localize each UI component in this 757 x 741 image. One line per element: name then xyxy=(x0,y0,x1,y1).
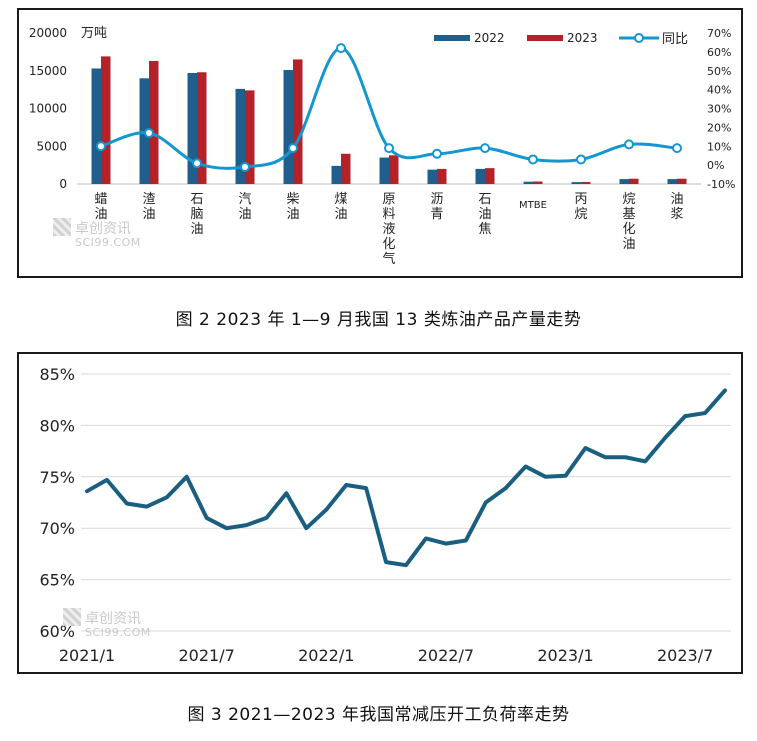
y-tick-label: 60% xyxy=(39,622,75,641)
y2-tick-label: 10% xyxy=(707,140,731,153)
bar-2022 xyxy=(427,169,437,184)
yoy-point xyxy=(240,162,250,173)
y-tick-label: 10000 xyxy=(29,102,67,116)
watermark: 卓创资讯 SCI99.COM xyxy=(53,218,141,250)
bar-2022 xyxy=(187,73,197,184)
x-tick-label: 渣油 xyxy=(142,192,155,222)
yoy-point xyxy=(624,139,634,150)
figure-2-caption: 图 2 2023 年 1—9 月我国 13 类炼油产品产量走势 xyxy=(175,310,582,330)
x-tick-label: 蜡油 xyxy=(94,192,107,222)
bar-2022 xyxy=(283,69,293,184)
y-tick-label: 15000 xyxy=(29,64,67,78)
bar-2023 xyxy=(581,182,591,184)
bar-2023 xyxy=(341,153,351,184)
x-tick-label: 2021/7 xyxy=(178,646,234,665)
bar-2023 xyxy=(293,59,303,184)
bar-2022 xyxy=(667,179,677,184)
yoy-point xyxy=(528,154,538,165)
bar-2023 xyxy=(677,178,687,184)
yoy-point xyxy=(288,143,298,154)
y2-tick-label: 0% xyxy=(707,159,724,172)
bar-line-chart: 0 5000 10000 15000 20000 万吨 -10% 0% 10% 20% 30% 40%… xyxy=(29,26,736,267)
y2-tick-label: 40% xyxy=(707,84,731,97)
yoy-point xyxy=(576,154,586,165)
x-tick-label: 石脑油 xyxy=(190,192,203,237)
x-tick-label: 丙烷 xyxy=(574,192,587,222)
legend-swatch-2023 xyxy=(527,35,563,41)
bar-2022 xyxy=(523,181,533,184)
x-tick-label: 2023/1 xyxy=(537,646,593,665)
x-tick-label: 2022/1 xyxy=(298,646,354,665)
bar-2023 xyxy=(629,178,639,184)
x-tick-label: 油浆 xyxy=(670,192,683,222)
figure-3-caption: 图 3 2021—2023 年我国常减压开工负荷率走势 xyxy=(187,705,570,725)
chart-panel-load-rate: 60% 65% 70% 75% 80% 85% 2021/1 2021/7 2022/1 2022… xyxy=(17,352,743,674)
y-tick-label: 0 xyxy=(59,177,67,191)
y2-tick-label: -10% xyxy=(707,178,735,191)
bar-2022 xyxy=(235,88,245,184)
legend-label-2022: 2022 xyxy=(474,31,505,45)
bar-2022 xyxy=(619,179,629,184)
x-tick-label: 原料液化气 xyxy=(382,192,395,267)
y-tick-label: 75% xyxy=(39,468,75,487)
y2-tick-label: 20% xyxy=(707,121,731,134)
watermark-logo-icon xyxy=(63,608,81,626)
x-tick-label: 煤油 xyxy=(334,192,347,222)
yoy-point xyxy=(672,143,682,154)
x-tick-label: 2022/7 xyxy=(418,646,474,665)
y2-tick-label: 60% xyxy=(707,46,731,59)
y2-tick-label: 50% xyxy=(707,65,731,78)
bar-2023 xyxy=(389,155,399,184)
watermark: 卓创资讯 SCI99.COM xyxy=(63,608,151,640)
bar-2023 xyxy=(437,168,447,184)
y-tick-label: 5000 xyxy=(36,139,67,153)
y-tick-label: 80% xyxy=(39,416,75,435)
bar-2022 xyxy=(91,68,101,184)
yoy-point xyxy=(384,143,394,154)
y-axis-unit: 万吨 xyxy=(81,26,107,41)
bar-2023 xyxy=(149,60,159,185)
y-tick-label: 70% xyxy=(39,519,75,538)
y2-tick-label: 30% xyxy=(707,103,731,116)
bar-2023 xyxy=(533,181,543,184)
yoy-point xyxy=(480,143,490,154)
bar-2023 xyxy=(485,168,495,184)
y2-tick-label: 70% xyxy=(707,27,731,40)
legend-marker-yoy xyxy=(634,33,644,43)
legend-label-yoy: 同比 xyxy=(662,32,688,47)
x-tick-label: 2023/7 xyxy=(657,646,713,665)
x-tick-label: 石油焦 xyxy=(478,192,491,237)
yoy-point xyxy=(432,148,442,159)
y-tick-label: 65% xyxy=(39,571,75,590)
bar-2022 xyxy=(475,168,485,184)
x-tick-label: 烷基化油 xyxy=(622,192,635,252)
yoy-point xyxy=(96,141,106,152)
yoy-point xyxy=(192,158,202,169)
bar-2023 xyxy=(245,90,255,184)
line-chart: 60% 65% 70% 75% 80% 85% 2021/1 2021/7 2022/1 2022… xyxy=(39,365,731,665)
x-tick-label: MTBE xyxy=(519,200,547,211)
y-tick-label: 20000 xyxy=(29,26,67,40)
x-tick-label: 2021/1 xyxy=(59,646,115,665)
load-rate-line xyxy=(85,388,727,568)
bar-2022 xyxy=(139,78,149,184)
watermark-logo-icon xyxy=(53,218,71,236)
legend-label-2023: 2023 xyxy=(567,31,598,45)
x-tick-label: 柴油 xyxy=(286,192,299,222)
bar-2022 xyxy=(571,182,581,184)
yoy-point xyxy=(144,128,154,139)
yoy-point xyxy=(336,43,346,54)
chart-panel-product-output: 0 5000 10000 15000 20000 万吨 -10% 0% 10% 20% 30% 40%… xyxy=(17,8,743,278)
bar-2023 xyxy=(101,56,111,184)
bar-2023 xyxy=(197,72,207,184)
x-tick-label: 沥青 xyxy=(430,192,443,222)
bar-2022 xyxy=(331,165,341,184)
bar-2022 xyxy=(379,157,389,184)
x-tick-label: 汽油 xyxy=(238,192,251,222)
legend-swatch-2022 xyxy=(434,35,470,41)
y-tick-label: 85% xyxy=(39,365,75,384)
